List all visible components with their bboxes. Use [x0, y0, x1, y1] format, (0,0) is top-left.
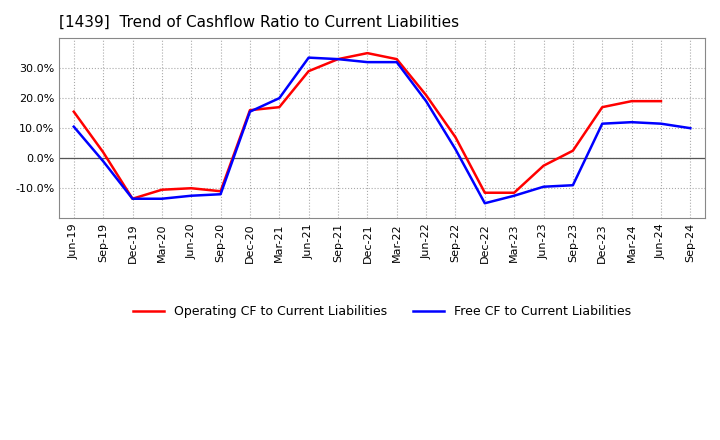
Operating CF to Current Liabilities [451, 135, 460, 140]
Operating CF to Current Liabilities [627, 99, 636, 104]
Free CF to Current Liabilities [569, 183, 577, 188]
Operating CF to Current Liabilities [392, 56, 401, 62]
Operating CF to Current Liabilities [99, 150, 107, 155]
Free CF to Current Liabilities [246, 109, 254, 114]
Operating CF to Current Liabilities [333, 56, 342, 62]
Free CF to Current Liabilities [686, 125, 695, 131]
Operating CF to Current Liabilities [598, 105, 606, 110]
Text: [1439]  Trend of Cashflow Ratio to Current Liabilities: [1439] Trend of Cashflow Ratio to Curren… [59, 15, 459, 30]
Operating CF to Current Liabilities [69, 109, 78, 114]
Free CF to Current Liabilities [187, 193, 196, 198]
Free CF to Current Liabilities [422, 99, 431, 104]
Operating CF to Current Liabilities [363, 51, 372, 56]
Operating CF to Current Liabilities [539, 163, 548, 169]
Operating CF to Current Liabilities [158, 187, 166, 192]
Line: Free CF to Current Liabilities: Free CF to Current Liabilities [73, 58, 690, 203]
Free CF to Current Liabilities [128, 196, 137, 202]
Free CF to Current Liabilities [598, 121, 606, 126]
Free CF to Current Liabilities [657, 121, 665, 126]
Operating CF to Current Liabilities [480, 190, 489, 195]
Free CF to Current Liabilities [305, 55, 313, 60]
Operating CF to Current Liabilities [216, 189, 225, 194]
Free CF to Current Liabilities [539, 184, 548, 189]
Operating CF to Current Liabilities [305, 69, 313, 74]
Operating CF to Current Liabilities [510, 190, 518, 195]
Legend: Operating CF to Current Liabilities, Free CF to Current Liabilities: Operating CF to Current Liabilities, Fre… [128, 300, 636, 323]
Operating CF to Current Liabilities [128, 196, 137, 202]
Free CF to Current Liabilities [275, 95, 284, 101]
Operating CF to Current Liabilities [246, 107, 254, 113]
Operating CF to Current Liabilities [422, 92, 431, 98]
Operating CF to Current Liabilities [657, 99, 665, 104]
Free CF to Current Liabilities [158, 196, 166, 202]
Free CF to Current Liabilities [363, 59, 372, 65]
Free CF to Current Liabilities [392, 59, 401, 65]
Free CF to Current Liabilities [99, 158, 107, 164]
Free CF to Current Liabilities [333, 56, 342, 62]
Line: Operating CF to Current Liabilities: Operating CF to Current Liabilities [73, 53, 661, 199]
Free CF to Current Liabilities [69, 124, 78, 129]
Operating CF to Current Liabilities [275, 105, 284, 110]
Free CF to Current Liabilities [480, 201, 489, 206]
Free CF to Current Liabilities [627, 120, 636, 125]
Free CF to Current Liabilities [451, 147, 460, 152]
Free CF to Current Liabilities [510, 193, 518, 198]
Free CF to Current Liabilities [216, 191, 225, 197]
Operating CF to Current Liabilities [187, 186, 196, 191]
Operating CF to Current Liabilities [569, 148, 577, 154]
